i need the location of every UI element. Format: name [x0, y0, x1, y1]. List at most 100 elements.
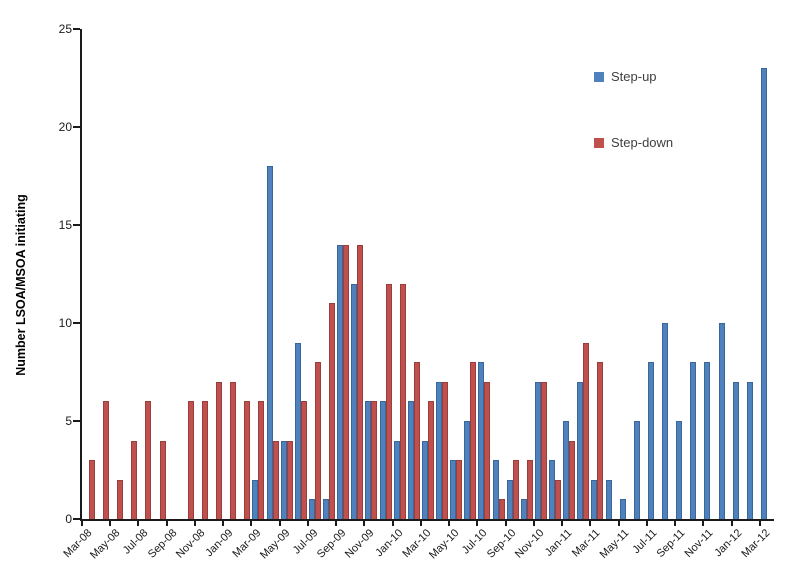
x-tick-label: Nov-11 [682, 527, 716, 560]
bar-step-up-Oct-10 [520, 499, 527, 519]
y-axis-title: Number LSOA/MSOA initiating [14, 194, 28, 376]
x-tick-mark [363, 521, 366, 526]
x-tick-mark [335, 521, 338, 526]
bar-step-down-Mar-11 [597, 362, 604, 519]
y-tick-label: 10 [58, 316, 72, 330]
x-tick-label: May-10 [427, 527, 462, 562]
bar-step-up-Aug-10 [492, 460, 499, 519]
bar-step-up-May-11 [619, 499, 626, 519]
bar-step-down-Sep-09 [343, 244, 350, 519]
bar-step-up-May-10 [450, 460, 457, 519]
bar-step-down-Jun-10 [470, 362, 477, 519]
bar-step-up-Sep-11 [676, 421, 683, 519]
x-tick-mark [617, 521, 620, 526]
bar-step-down-Jul-08 [145, 401, 152, 519]
y-tick-label: 0 [65, 512, 72, 526]
x-tick-label: Nov-09 [343, 527, 377, 561]
bar-step-down-Apr-09 [272, 440, 279, 519]
bar-step-up-Sep-09 [337, 244, 344, 519]
x-tick-label: Mar-09 [230, 527, 264, 561]
x-tick-mark [448, 521, 451, 526]
x-tick-label: Jan-09 [203, 527, 236, 560]
x-tick-mark [193, 521, 196, 526]
x-tick-mark [476, 521, 479, 526]
bar-step-down-Feb-09 [244, 401, 251, 519]
x-tick-mark [702, 521, 705, 526]
y-tick-mark [73, 420, 80, 422]
x-tick-label: Sep-09 [315, 527, 349, 561]
bar-step-down-Oct-10 [526, 460, 533, 519]
x-tick-mark [532, 521, 535, 526]
y-tick-label: 5 [65, 414, 72, 428]
x-tick-label: Nov-08 [173, 527, 208, 561]
x-tick-mark [504, 521, 507, 526]
x-tick-label: Sep-11 [654, 527, 688, 560]
bar-step-down-Jul-10 [484, 381, 491, 519]
bar-step-up-Jul-11 [647, 362, 654, 519]
x-tick-mark [561, 521, 564, 526]
y-tick-label: 15 [58, 218, 72, 232]
bar-step-up-Apr-11 [605, 479, 612, 519]
bar-step-down-Jun-09 [300, 401, 307, 519]
plot-area: Mar-08 May-08 Jul-08 Sep-08 Nov-08 Jan-09 Mar-… [61, 29, 774, 561]
bar-step-down-Mar-08 [89, 460, 95, 519]
bar-step-up-Nov-09 [365, 401, 372, 519]
bar-step-up-Apr-09 [266, 166, 273, 519]
x-tick-mark [589, 521, 592, 526]
x-tick-mark [250, 521, 253, 526]
x-tick-mark [391, 521, 394, 526]
bar-step-down-May-09 [286, 440, 293, 519]
y-tick-mark [73, 518, 80, 520]
x-tick-mark [674, 521, 677, 526]
bar-step-up-Dec-10 [549, 460, 556, 519]
x-tick-mark [645, 521, 648, 526]
x-tick-label: Nov-10 [512, 527, 547, 561]
bar-step-up-Sep-10 [506, 479, 513, 519]
bar-step-down-Dec-10 [555, 479, 562, 519]
bar-step-down-Aug-09 [329, 303, 336, 519]
bar-step-down-Nov-10 [540, 381, 547, 519]
x-tick-label: Jan-12 [711, 527, 745, 560]
bar-step-down-May-10 [456, 460, 463, 519]
bar-step-up-Oct-09 [351, 283, 358, 519]
bar-step-down-Jan-10 [399, 283, 406, 519]
bar-step-down-Mar-09 [258, 401, 265, 519]
y-tick-mark [73, 224, 80, 226]
bar-step-up-Dec-09 [379, 401, 386, 519]
bar-step-up-Nov-11 [704, 362, 711, 519]
bar-step-up-Jun-11 [633, 421, 640, 519]
x-tick-mark [419, 521, 422, 526]
bar-step-down-Feb-10 [413, 362, 420, 519]
y-tick-mark [73, 126, 80, 128]
x-tick-mark [278, 521, 281, 526]
y-tick-mark [73, 322, 80, 324]
x-tick-mark [81, 521, 83, 526]
x-tick-mark [109, 521, 112, 526]
y-tick-label: 20 [58, 120, 72, 134]
bar-step-up-Jul-10 [478, 362, 485, 519]
bar-step-down-Apr-10 [442, 381, 449, 519]
x-tick-label: May-08 [88, 527, 123, 562]
bar-step-up-Feb-11 [577, 381, 584, 519]
x-tick-mark [222, 521, 225, 526]
bar-step-up-Jun-09 [294, 342, 301, 519]
bar-step-up-May-09 [280, 440, 287, 519]
bar-step-up-Mar-11 [591, 479, 598, 519]
bar-step-up-Jan-11 [563, 421, 570, 519]
bar-step-down-Dec-08 [216, 381, 223, 519]
y-tick-label: 25 [58, 22, 72, 36]
x-tick-label: Sep-08 [145, 527, 180, 561]
bar-step-down-Nov-08 [201, 401, 208, 519]
bar-step-down-Jan-09 [230, 381, 237, 519]
bar-step-down-Oct-08 [187, 401, 194, 519]
bar-step-down-Feb-11 [583, 342, 590, 519]
x-tick-mark [730, 521, 733, 526]
bar-step-up-Oct-11 [690, 362, 697, 519]
bar-step-down-Sep-10 [512, 460, 519, 519]
bar-step-up-Dec-11 [718, 323, 725, 519]
bar-step-up-Mar-09 [252, 479, 259, 519]
bar-step-up-Aug-11 [662, 323, 669, 519]
bar-step-up-Aug-09 [323, 499, 330, 519]
x-tick-label: May-09 [257, 527, 293, 562]
